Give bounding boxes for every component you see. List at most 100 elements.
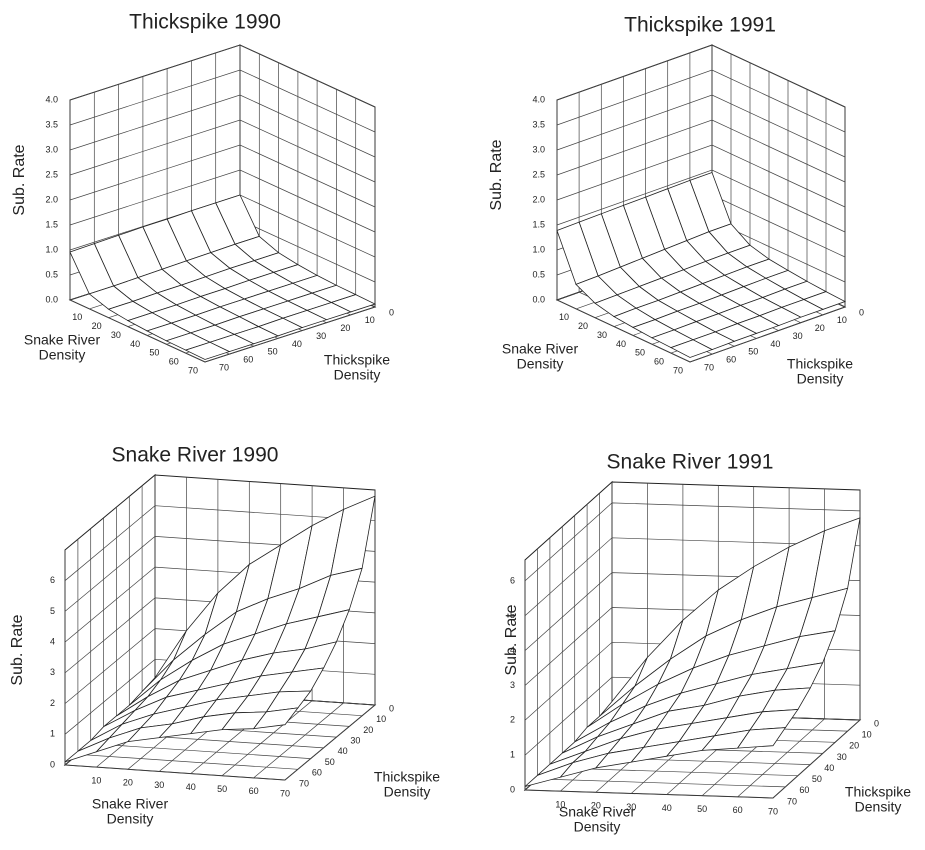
y-tick-label: 60: [243, 355, 253, 365]
x-tick-label: 70: [188, 365, 198, 375]
x-tick-label: 40: [186, 782, 196, 792]
x-tick-label: 50: [149, 348, 159, 358]
z-tick-label: 2.0: [532, 194, 545, 204]
x-tick-label: 50: [635, 348, 645, 358]
x-tick-label: 10: [555, 800, 565, 810]
z-axis-label: Sub. Rate: [9, 614, 27, 686]
y-tick-label: 60: [799, 785, 809, 795]
y-tick-label: 10: [376, 714, 386, 724]
y-tick-label: 0: [874, 718, 879, 728]
y-tick-label: 0: [389, 703, 394, 713]
z-tick-label: 2: [510, 715, 515, 725]
z-tick-label: 3.5: [532, 119, 545, 129]
z-tick-label: 4.0: [532, 94, 545, 104]
x-tick-label: 60: [733, 805, 743, 815]
x-tick-label: 10: [91, 776, 101, 786]
y-tick-label: 50: [325, 757, 335, 767]
z-tick-label: 2.5: [532, 169, 545, 179]
y-tick-label: 30: [793, 331, 803, 341]
y-tick-label: 40: [338, 746, 348, 756]
y-tick-label: 10: [837, 315, 847, 325]
y-tick-label: 30: [837, 752, 847, 762]
z-grid-line: [556, 94, 846, 158]
surface-cell: [811, 517, 861, 599]
z-axis-label: Sub. Rate: [488, 139, 506, 211]
y-tick-label: 0: [389, 307, 394, 317]
z-tick-label: 6: [50, 575, 55, 585]
z-grid-line: [556, 44, 846, 108]
x-tick-label: 50: [697, 804, 707, 814]
x-tick-label: 60: [249, 786, 259, 796]
z-tick-label: 0: [510, 784, 515, 794]
x-axis-label: Snake River Density: [558, 803, 636, 835]
y-tick-label: 70: [299, 778, 309, 788]
y-tick-label: 0: [859, 307, 864, 317]
z-tick-label: 1: [50, 729, 55, 739]
z-grid-line: [69, 169, 376, 233]
y-tick-label: 50: [748, 347, 758, 357]
y-tick-label: 70: [704, 362, 714, 372]
z-tick-label: 0.5: [45, 269, 58, 279]
chart-title: Thickspike 1991: [624, 13, 776, 37]
x-tick-label: 50: [217, 784, 227, 794]
x-tick-label: 60: [654, 357, 664, 367]
x-tick-label: 70: [673, 365, 683, 375]
x-tick-label: 10: [72, 312, 82, 322]
z-grid-line: [69, 44, 376, 108]
y-tick-label: 70: [219, 362, 229, 372]
y-tick-label: 50: [268, 347, 278, 357]
z-tick-label: 4.0: [45, 94, 58, 104]
z-grid-line: [69, 94, 376, 158]
x-tick-label: 10: [559, 312, 569, 322]
y-axis-label: Thickspike Density: [786, 355, 854, 387]
z-tick-label: 5: [50, 606, 55, 616]
z-tick-label: 0.5: [532, 269, 545, 279]
surface-cell: [184, 341, 231, 360]
y-tick-label: 60: [312, 768, 322, 778]
z-tick-label: 0.0: [532, 294, 545, 304]
x-tick-label: 40: [130, 339, 140, 349]
z-tick-label: 5: [510, 610, 515, 620]
z-tick-label: 1.5: [532, 219, 545, 229]
z-tick-label: 2: [50, 698, 55, 708]
z-tick-label: 1.0: [532, 244, 545, 254]
y-tick-label: 20: [340, 323, 350, 333]
y-tick-label: 10: [365, 315, 375, 325]
z-grid-line: [556, 144, 846, 208]
x-tick-label: 30: [111, 330, 121, 340]
z-grid-line: [524, 537, 861, 617]
z-grid-line: [69, 69, 376, 133]
z-tick-label: 0.0: [45, 294, 58, 304]
surface-cell: [669, 339, 714, 358]
x-tick-label: 20: [578, 321, 588, 331]
x-tick-label: 30: [597, 330, 607, 340]
z-axis-label: Sub. Rate: [11, 144, 29, 216]
z-tick-label: 2.0: [45, 194, 58, 204]
y-tick-label: 40: [770, 339, 780, 349]
x-tick-label: 30: [154, 780, 164, 790]
z-tick-label: 1.0: [45, 244, 58, 254]
x-tick-label: 70: [280, 788, 290, 798]
z-tick-label: 1.5: [45, 219, 58, 229]
z-grid-line: [69, 119, 376, 183]
z-grid-line: [556, 119, 846, 183]
y-tick-label: 20: [815, 323, 825, 333]
z-tick-label: 2.5: [45, 169, 58, 179]
y-tick-label: 40: [292, 339, 302, 349]
x-axis-label: Snake River Density: [91, 795, 169, 827]
surface-cell: [252, 707, 299, 730]
z-tick-label: 3.0: [45, 144, 58, 154]
x-axis-label: Snake River Density: [23, 331, 101, 363]
chart-title: Snake River 1990: [111, 443, 279, 467]
z-grid-line: [64, 505, 376, 581]
z-grid-line: [524, 502, 861, 582]
z-tick-label: 4: [510, 645, 515, 655]
y-tick-label: 30: [350, 736, 360, 746]
z-grid-line: [556, 169, 846, 233]
x-tick-label: 70: [768, 806, 778, 816]
y-tick-label: 40: [824, 763, 834, 773]
y-tick-label: 60: [726, 355, 736, 365]
x-tick-label: 20: [123, 778, 133, 788]
